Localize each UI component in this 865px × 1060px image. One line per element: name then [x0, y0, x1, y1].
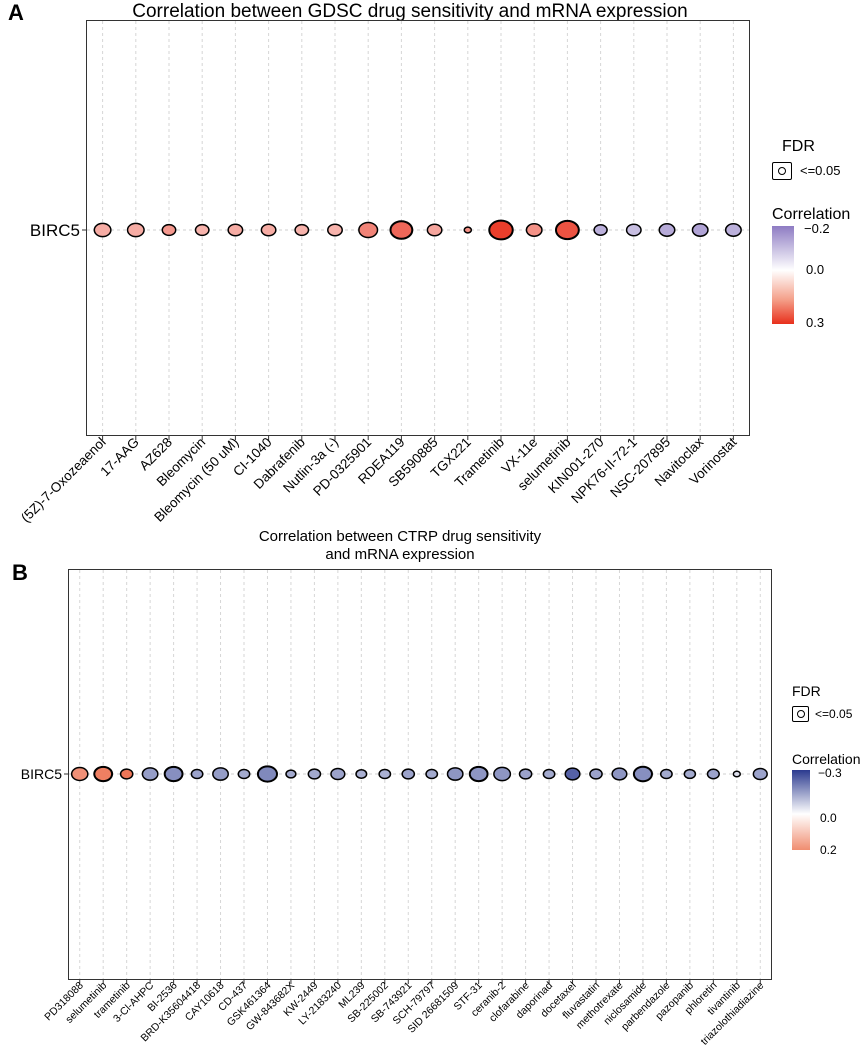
panel-a-point-navitoclax — [691, 223, 709, 237]
panel-b-letter: B — [12, 560, 28, 585]
panel-a-point-vorinostat — [724, 223, 742, 237]
panel-b-gene-label: BIRC5 — [21, 766, 62, 782]
panel-b-plot-area — [68, 569, 772, 980]
panel-b-point-sid-26681509 — [446, 767, 464, 781]
panel-a-point-trametinib — [488, 219, 514, 241]
panel-b-point-gw-843682x — [285, 769, 297, 779]
panel-b-point-sb-225002 — [378, 768, 392, 780]
panel-b-point-cay10618 — [212, 767, 229, 781]
panel-b-point-selumetinib — [93, 765, 114, 783]
panel-b-point-kw-2449 — [307, 768, 322, 780]
panel-b-point-ceranib-2 — [493, 766, 512, 782]
panel-a-point-bleomycin-50-um- — [227, 223, 244, 237]
panel-b-point-clofarabine — [518, 768, 533, 780]
panel-a-plot-area — [86, 20, 750, 436]
panel-b-point-phloretin — [706, 768, 720, 780]
panel-a-gene-label: BIRC5 — [30, 221, 80, 240]
panel-a-fdr-label: <=0.05 — [800, 163, 841, 178]
panel-a-point-tgx221 — [463, 226, 473, 234]
panel-b-correlation-title: Correlation — [792, 751, 861, 767]
panel-a-color-bar — [772, 226, 794, 324]
panel-a-point-dabrafenib — [294, 223, 310, 237]
panel-b-point-bi-2536 — [163, 765, 184, 783]
panel-a-fdr-key-dot — [778, 167, 786, 175]
panel-b-point-cd-437 — [237, 768, 251, 780]
panel-b-fdr-key — [792, 706, 809, 722]
panel-b-fdr-title: FDR — [792, 683, 821, 699]
panel-b-point-docetaxel — [564, 767, 581, 781]
panel-a-point-sb590885 — [426, 223, 443, 237]
panel-a-correlation-title: Correlation — [772, 206, 851, 223]
panel-b-title-line2: and mRNA expression — [325, 546, 475, 563]
panel-a-x-label: (5Z)-7-Oxozeaenol — [18, 435, 109, 526]
panel-b-point-pd318088 — [70, 766, 89, 782]
panel-a-letter: A — [8, 0, 24, 25]
panel-b-point-brd-k35604418 — [190, 768, 204, 780]
panel-b-point-niclosamide — [632, 765, 653, 783]
panel-b-point-gsk461364 — [256, 765, 279, 783]
panel-a-point-selumetinib — [554, 219, 580, 241]
panel-a-point--5z-7-oxozeaenol — [93, 222, 112, 238]
panel-a-point-nutlin-3a- — [327, 223, 343, 237]
panel-b-color-bar — [792, 770, 810, 850]
panel-b-point-sch-79797 — [425, 768, 439, 780]
panel-b-point-fluvastatin — [589, 768, 603, 780]
panel-b-point-ly-2183240 — [330, 767, 346, 781]
panel-b-tick-bottom: 0.2 — [820, 843, 837, 857]
panel-a-point-az628 — [161, 223, 177, 237]
panel-b-point-sb-743921 — [401, 768, 416, 780]
panel-b-point-tivantinib — [732, 770, 742, 778]
panel-b-point-triazolothiadiazine — [752, 767, 768, 781]
panel-b-point-parbendazole — [659, 768, 673, 780]
panel-b-tick-top: −0.3 — [818, 766, 842, 780]
panel-a-point-bleomycin — [194, 223, 210, 237]
panel-a-point-kin001-270 — [593, 224, 608, 236]
panel-b-point-pazopanib — [683, 768, 697, 780]
panel-b-fdr-key-dot — [796, 710, 805, 718]
panel-b-tick-mid: 0.0 — [820, 811, 837, 825]
panel-b-point-stf-31 — [468, 765, 489, 783]
panel-a-point-ci-1040 — [260, 223, 277, 237]
panel-a-tick-mid: 0.0 — [806, 262, 825, 277]
panel-a-title: Correlation between GDSC drug sensitivit… — [132, 1, 688, 22]
panel-a-point-17-aag — [126, 222, 145, 238]
panel-b-point-ml239 — [355, 769, 368, 779]
panel-a-point-npk76-ii-72-1 — [625, 223, 642, 237]
panel-a-fdr-title: FDR — [782, 138, 815, 155]
panel-b-point-3-cl-ahpc — [141, 767, 159, 781]
panel-a-point-vx-11e — [525, 223, 543, 237]
panel-b-title-line1: Correlation between CTRP drug sensitivit… — [258, 528, 542, 545]
panel-b-point-daporinad — [542, 768, 556, 780]
panel-a-tick-top: −0.2 — [804, 221, 830, 236]
panel-b-fdr-label: <=0.05 — [815, 707, 853, 721]
panel-a-point-nsc-207895 — [658, 223, 676, 237]
panel-b-point-trametinib — [119, 768, 134, 780]
panel-a-point-pd-0325901 — [358, 221, 379, 239]
panel-a-point-rdea119 — [389, 220, 414, 240]
panel-a-tick-bottom: 0.3 — [806, 315, 825, 330]
panel-b-point-methotrexate — [611, 767, 628, 781]
panel-a-fdr-key — [772, 162, 792, 180]
